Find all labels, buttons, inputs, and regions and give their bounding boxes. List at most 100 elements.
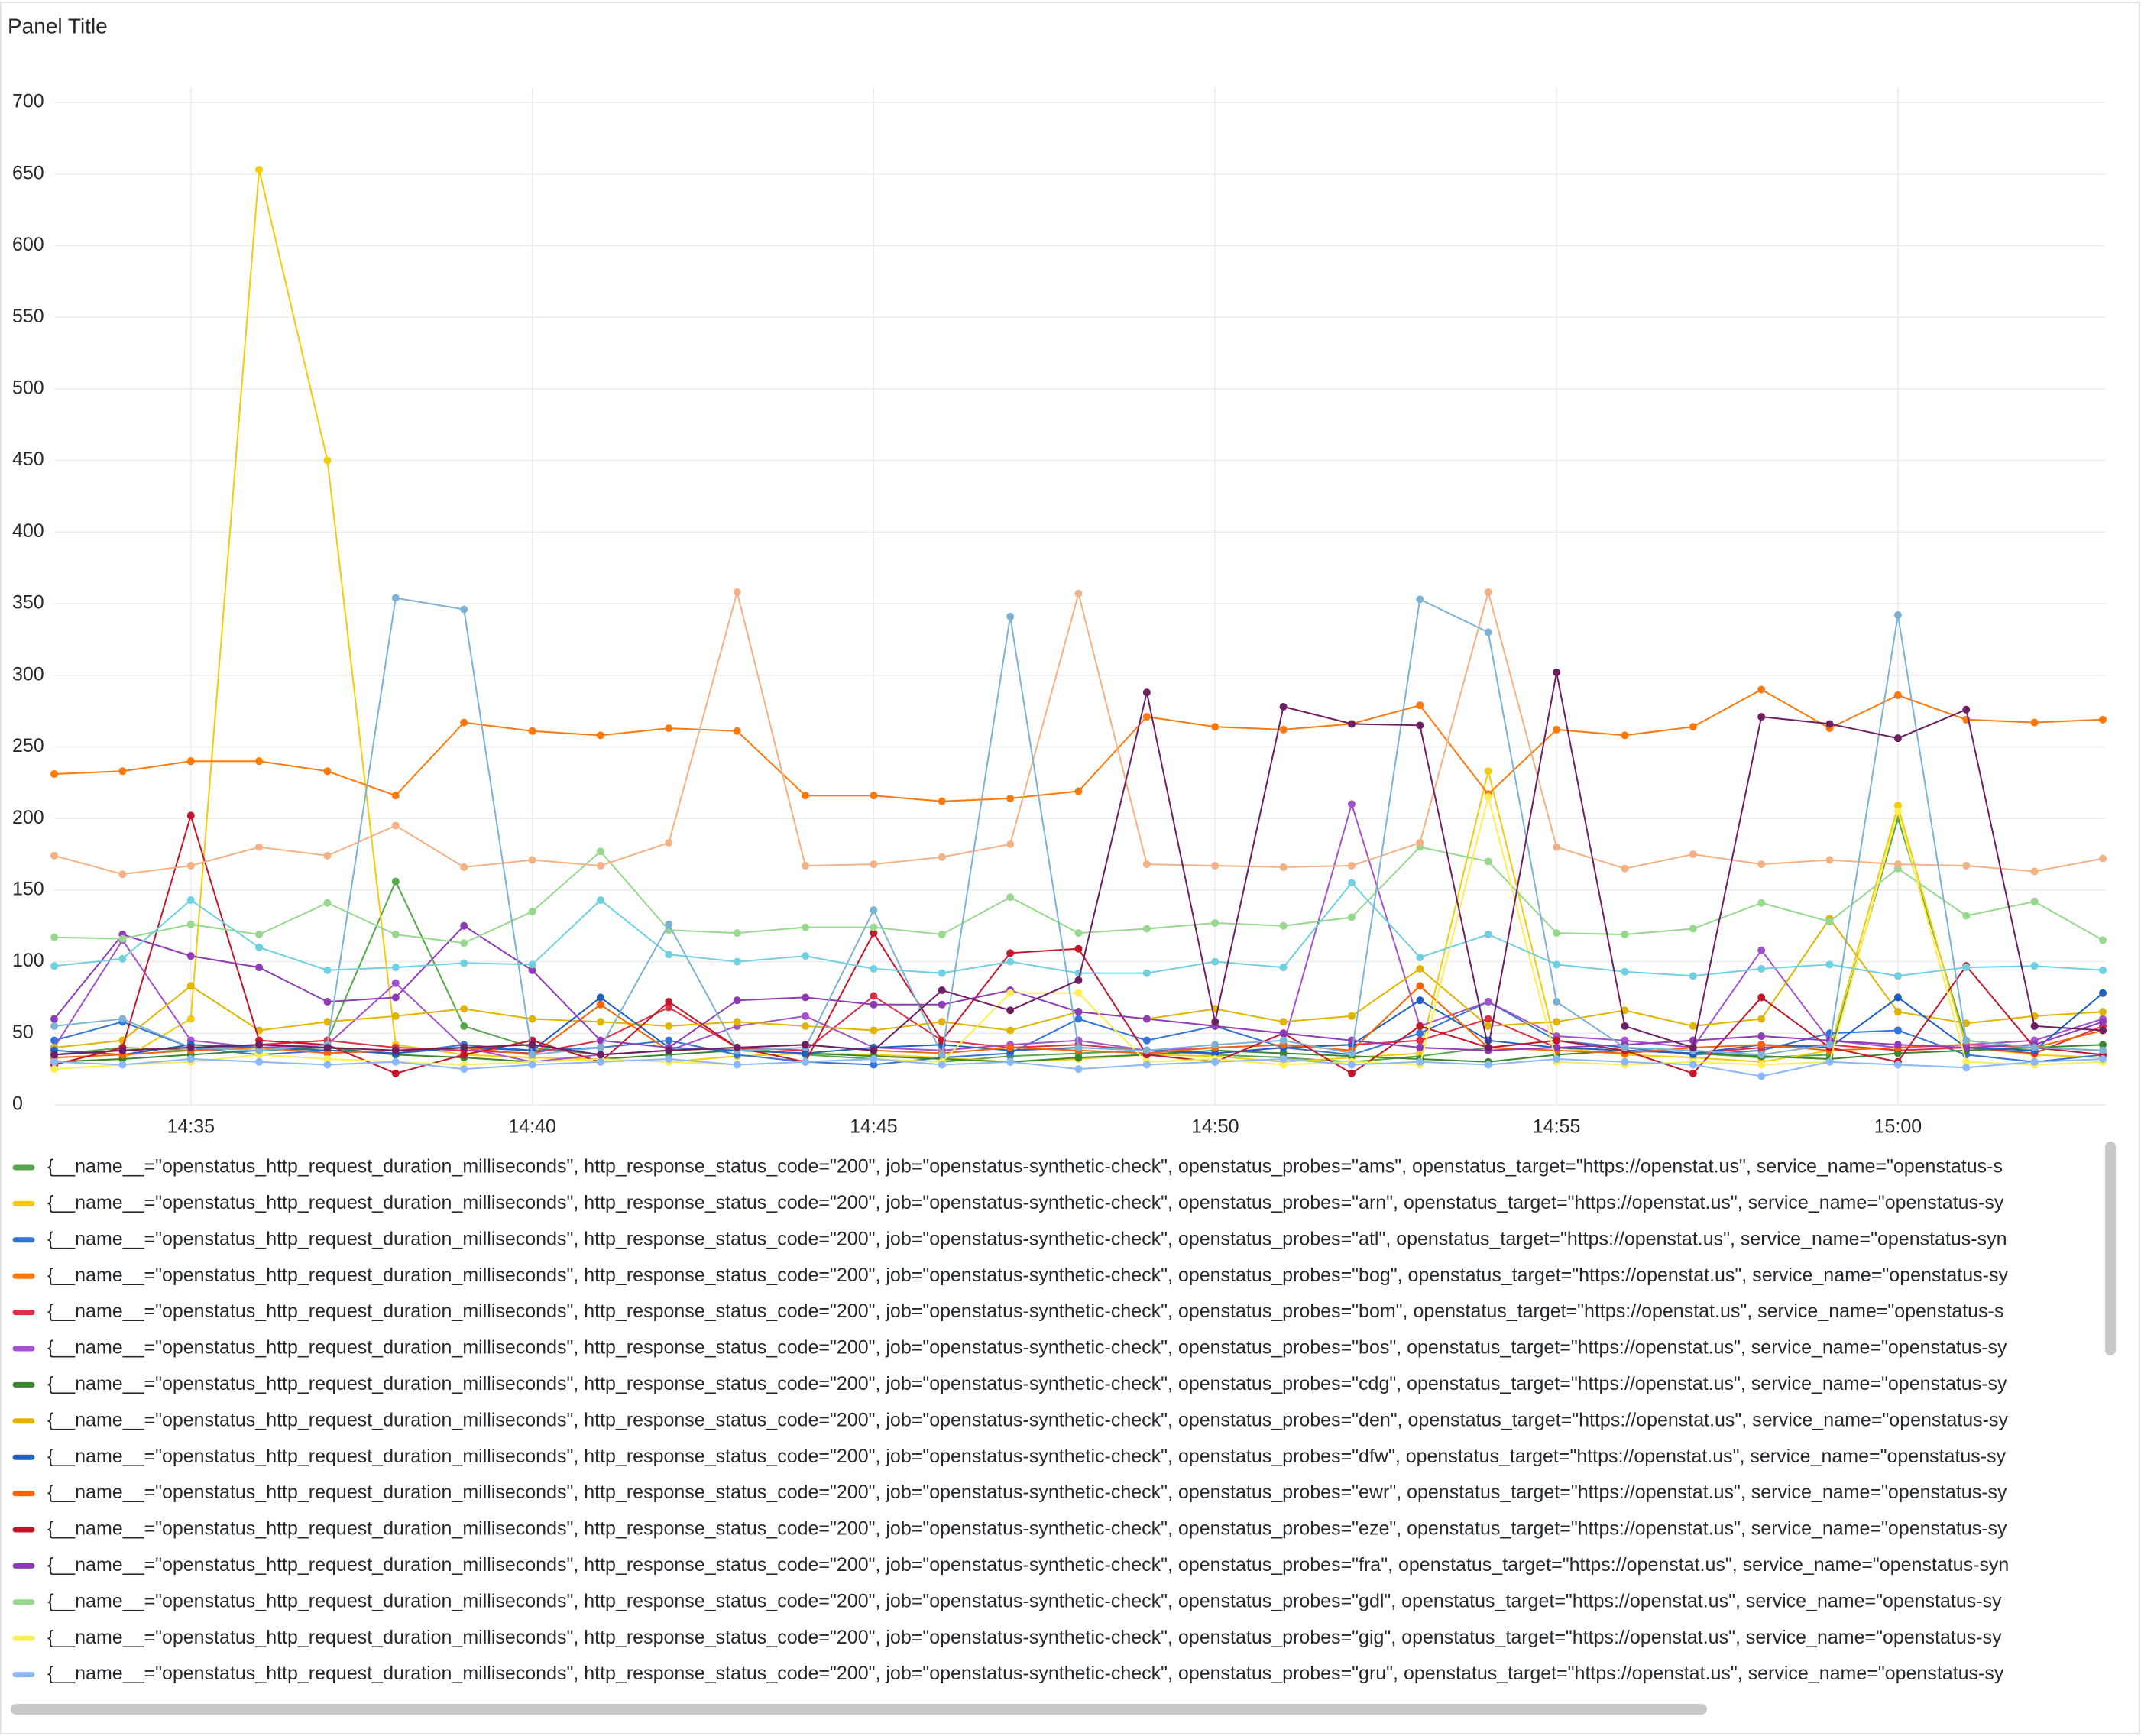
data-point [1006, 1006, 1015, 1015]
data-point [733, 957, 741, 966]
data-point [255, 930, 264, 938]
data-point [870, 1026, 878, 1035]
data-point [1893, 611, 1902, 619]
data-point [1825, 720, 1834, 728]
data-point [255, 1041, 264, 1049]
horizontal-scrollbar[interactable] [11, 1704, 1707, 1715]
data-point [665, 998, 673, 1006]
data-point [1553, 668, 1561, 676]
data-point [50, 1015, 58, 1023]
y-tick-label: 300 [12, 663, 44, 685]
data-point [391, 792, 400, 800]
data-point [1006, 794, 1015, 802]
data-point [1142, 1061, 1151, 1069]
data-point [938, 986, 946, 995]
data-point [1347, 1069, 1356, 1077]
data-point [460, 605, 468, 614]
data-point [1279, 1036, 1288, 1045]
data-point [665, 1003, 673, 1012]
data-point [1211, 723, 1219, 731]
data-point [870, 1000, 878, 1009]
data-point [460, 921, 468, 930]
data-point [1142, 969, 1151, 977]
data-point [665, 1022, 673, 1030]
data-point [802, 952, 810, 960]
data-point [1142, 1015, 1151, 1023]
data-point [186, 982, 195, 990]
data-point [186, 896, 195, 904]
data-point [255, 964, 264, 972]
data-point [1211, 957, 1219, 966]
data-point [118, 1061, 127, 1069]
data-point [1006, 612, 1015, 620]
data-point [1893, 1041, 1902, 1049]
data-point [1484, 1015, 1492, 1023]
data-point [391, 877, 400, 886]
data-point [1142, 925, 1151, 933]
data-point [2099, 1026, 2107, 1035]
data-point [1074, 1054, 1083, 1062]
data-point [1347, 913, 1356, 921]
data-point [1211, 1041, 1219, 1049]
data-point [1621, 967, 1629, 976]
data-point [118, 870, 127, 879]
data-point [1006, 949, 1015, 957]
data-point [460, 959, 468, 967]
data-point [2030, 718, 2039, 727]
data-point [802, 792, 810, 800]
data-point [50, 770, 58, 779]
data-point [870, 1061, 878, 1069]
legend: {__name__="openstatus_http_request_durat… [12, 1156, 2009, 1684]
data-point [1962, 861, 1971, 870]
data-point [1484, 1044, 1492, 1052]
data-point [1893, 993, 1902, 1002]
data-point [1347, 1061, 1356, 1069]
data-point [186, 1055, 195, 1064]
data-point [596, 1036, 604, 1045]
data-point [665, 1036, 673, 1045]
data-point [460, 1065, 468, 1074]
data-point [528, 1051, 536, 1059]
data-point [255, 1046, 264, 1054]
data-point [1074, 989, 1083, 997]
legend-label: {__name__="openstatus_http_request_durat… [47, 1409, 2008, 1430]
data-point [1279, 1018, 1288, 1026]
data-point [733, 1044, 741, 1052]
data-point [1962, 1064, 1971, 1072]
data-point [1074, 1044, 1083, 1052]
data-point [323, 456, 332, 465]
panel-title: Panel Title [8, 14, 108, 37]
data-point [665, 920, 673, 928]
data-point [1825, 960, 1834, 969]
data-point [528, 907, 536, 915]
data-point [1825, 918, 1834, 926]
data-point [1757, 899, 1766, 907]
data-point [1006, 840, 1015, 848]
data-point [938, 1018, 946, 1026]
data-point [460, 1044, 468, 1052]
data-point [1893, 1008, 1902, 1016]
data-point [1074, 976, 1083, 984]
legend-label: {__name__="openstatus_http_request_durat… [47, 1482, 2007, 1503]
data-point [1416, 953, 1424, 961]
data-point [1074, 1015, 1083, 1023]
legend-label: {__name__="openstatus_http_request_durat… [47, 1337, 2007, 1359]
data-point [1757, 860, 1766, 869]
plot-area [50, 166, 2107, 1080]
vertical-scrollbar[interactable] [2105, 1142, 2116, 1355]
data-point [1416, 1029, 1424, 1038]
data-point [1416, 721, 1424, 730]
data-point [1893, 807, 1902, 815]
data-point [2099, 966, 2107, 974]
data-point [1211, 1049, 1219, 1057]
data-point [2099, 854, 2107, 863]
data-point [665, 839, 673, 847]
data-point [1416, 1036, 1424, 1045]
data-point [1553, 843, 1561, 851]
data-point [733, 929, 741, 938]
data-point [118, 767, 127, 776]
y-tick-label: 250 [12, 735, 44, 756]
data-point [391, 930, 400, 938]
data-point [1689, 850, 1697, 858]
data-point [802, 1022, 810, 1030]
